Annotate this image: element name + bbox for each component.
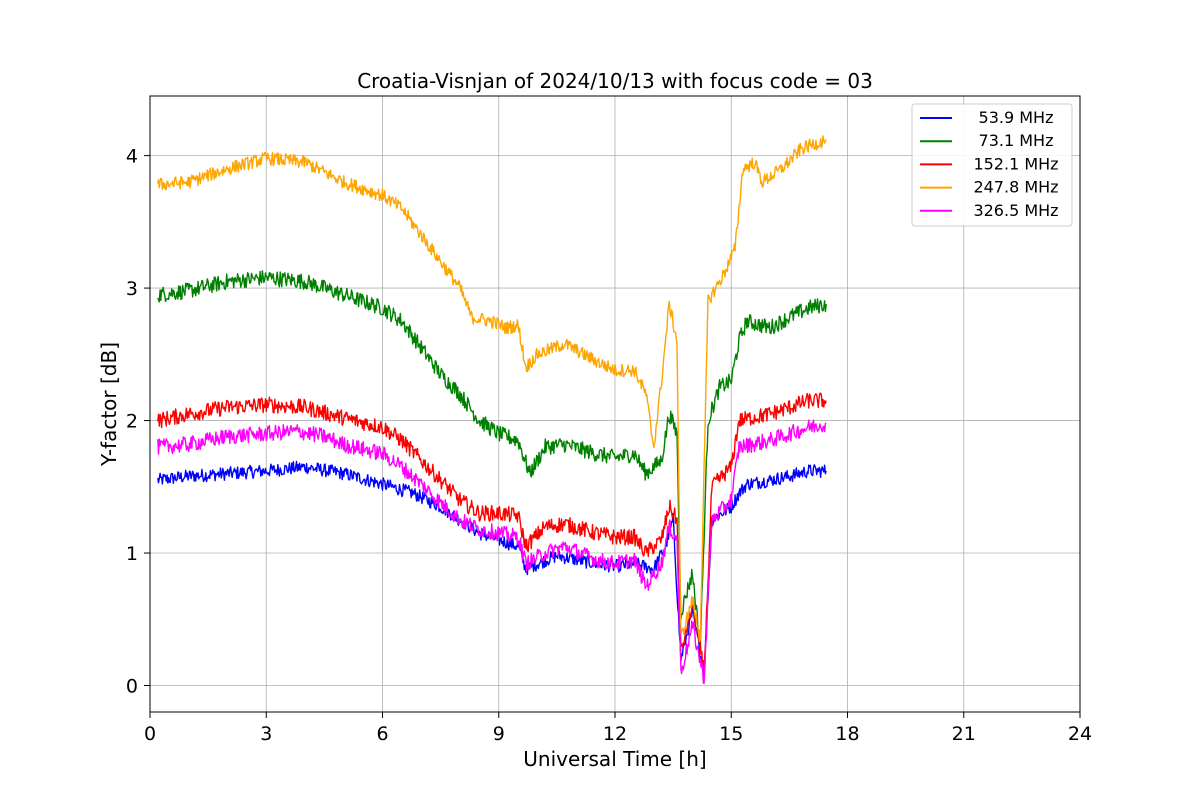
x-tick-label: 24 — [1068, 723, 1092, 745]
x-axis-label: Universal Time [h] — [523, 747, 706, 771]
series-line-73-1-mhz — [157, 270, 827, 646]
legend: 53.9 MHz 73.1 MHz 152.1 MHz 247.8 MHz 326.5 … — [911, 103, 1073, 227]
y-tick-label: 4 — [126, 146, 138, 168]
y-tick-label: 1 — [126, 543, 138, 565]
series-line-53-9-mhz — [157, 460, 827, 677]
series-line-326-5-mhz — [157, 419, 827, 685]
x-tick-label: 3 — [260, 723, 272, 745]
legend-box — [911, 103, 1073, 227]
chart-title: Croatia-Visnjan of 2024/10/13 with focus… — [357, 69, 873, 93]
legend-label: 247.8 MHz — [973, 178, 1058, 197]
legend-label: 326.5 MHz — [973, 201, 1058, 220]
legend-label: 152.1 MHz — [973, 154, 1058, 173]
y-tick-label: 2 — [126, 411, 138, 433]
series-line-247-8-mhz — [157, 135, 827, 642]
x-tick-label: 21 — [952, 723, 976, 745]
series-lines — [157, 135, 827, 685]
x-tick-label: 18 — [835, 723, 859, 745]
x-tick-label: 15 — [719, 723, 743, 745]
x-tick-label: 9 — [493, 723, 505, 745]
series-line-152-1-mhz — [157, 392, 827, 678]
y-axis-label: Y-factor [dB] — [97, 342, 121, 467]
legend-label: 73.1 MHz — [979, 131, 1054, 150]
x-tick-label: 0 — [144, 723, 156, 745]
y-tick-label: 3 — [126, 278, 138, 300]
x-tick-label: 6 — [376, 723, 388, 745]
y-tick-label: 0 — [126, 676, 138, 698]
x-tick-label: 12 — [603, 723, 627, 745]
legend-label: 53.9 MHz — [979, 108, 1054, 127]
